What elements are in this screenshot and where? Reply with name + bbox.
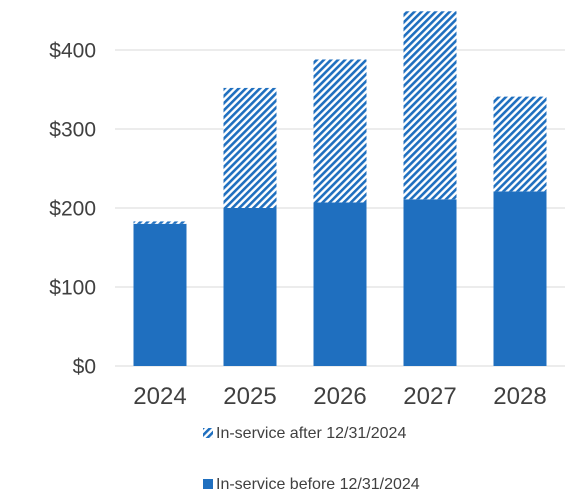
bar-2028-after (493, 96, 547, 192)
bar-2024-after (133, 221, 187, 224)
bar-2026-after (313, 59, 367, 203)
bar-2028-before (493, 191, 547, 366)
x-tick-label: 2024 (133, 383, 186, 410)
y-tick-label: $200 (49, 198, 96, 221)
y-tick-label: $400 (49, 40, 96, 63)
x-tick-label: 2026 (313, 383, 366, 410)
x-tick-label: 2025 (223, 383, 276, 410)
legend-label: In-service before 12/31/2024 (216, 476, 420, 493)
bar-2024-before (133, 223, 187, 366)
bar-2027-after (403, 11, 457, 200)
bar-2025-before (223, 208, 277, 366)
legend-swatch (203, 428, 213, 438)
bar-2027-before (403, 199, 457, 366)
x-tick-label: 2027 (403, 383, 456, 410)
legend-swatch (203, 479, 213, 489)
y-tick-label: $300 (49, 119, 96, 142)
bar-2026-before (313, 202, 367, 366)
y-tick-label: $100 (49, 277, 96, 300)
bar-2025-after (223, 87, 277, 208)
x-tick-label: 2028 (493, 383, 546, 410)
legend-label: In-service after 12/31/2024 (216, 425, 406, 442)
y-tick-label: $0 (73, 356, 96, 379)
